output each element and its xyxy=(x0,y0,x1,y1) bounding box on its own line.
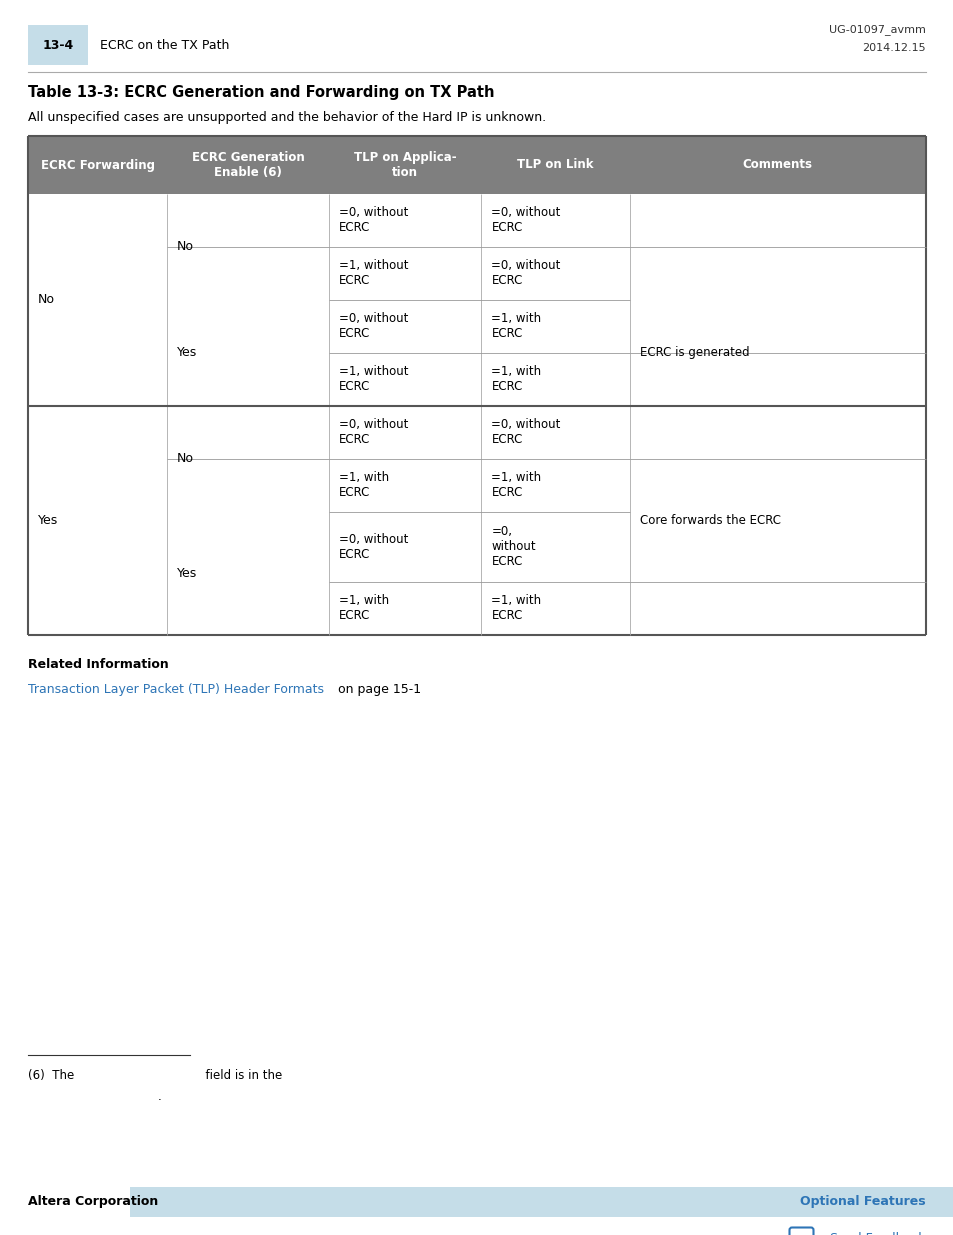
Text: TLP on Applica-
tion: TLP on Applica- tion xyxy=(354,151,456,179)
Text: =0, without
ECRC: =0, without ECRC xyxy=(491,419,560,447)
FancyBboxPatch shape xyxy=(481,136,629,194)
Text: Optional Features: Optional Features xyxy=(800,1195,925,1209)
Text: Altera Corporation: Altera Corporation xyxy=(28,1195,158,1209)
Text: No: No xyxy=(177,241,194,253)
Text: ECRC is generated: ECRC is generated xyxy=(639,347,748,359)
Text: =1, with
ECRC: =1, with ECRC xyxy=(491,472,541,499)
FancyBboxPatch shape xyxy=(789,1228,813,1235)
Text: .: . xyxy=(158,1091,162,1104)
Text: TLP on Link: TLP on Link xyxy=(517,158,593,172)
Text: Yes: Yes xyxy=(38,514,58,527)
Text: on page 15-1: on page 15-1 xyxy=(334,683,420,697)
Text: 13-4: 13-4 xyxy=(42,38,73,52)
Text: =1, with
ECRC: =1, with ECRC xyxy=(338,472,389,499)
Text: =1, with
ECRC: =1, with ECRC xyxy=(491,312,541,341)
Text: Comments: Comments xyxy=(742,158,812,172)
Text: ECRC Forwarding: ECRC Forwarding xyxy=(41,158,154,172)
Text: =0, without
ECRC: =0, without ECRC xyxy=(338,419,408,447)
Text: ECRC on the TX Path: ECRC on the TX Path xyxy=(100,38,229,52)
Text: Transaction Layer Packet (TLP) Header Formats: Transaction Layer Packet (TLP) Header Fo… xyxy=(28,683,324,697)
FancyBboxPatch shape xyxy=(28,194,925,635)
Text: =1, with
ECRC: =1, with ECRC xyxy=(338,594,389,622)
Text: =0, without
ECRC: =0, without ECRC xyxy=(491,259,560,288)
Text: =0, without
ECRC: =0, without ECRC xyxy=(338,312,408,341)
Text: No: No xyxy=(38,294,55,306)
Text: =0,
without
ECRC: =0, without ECRC xyxy=(491,526,536,568)
FancyBboxPatch shape xyxy=(629,136,925,194)
Text: (6)  The                                   field is in the: (6) The field is in the xyxy=(28,1068,282,1082)
FancyBboxPatch shape xyxy=(28,136,167,194)
Text: =1, without
ECRC: =1, without ECRC xyxy=(338,366,408,394)
FancyBboxPatch shape xyxy=(130,1187,953,1216)
Text: Core forwards the ECRC: Core forwards the ECRC xyxy=(639,514,780,527)
Text: Send Feedback: Send Feedback xyxy=(830,1233,925,1235)
Text: =1, without
ECRC: =1, without ECRC xyxy=(338,259,408,288)
Text: =1, with
ECRC: =1, with ECRC xyxy=(491,594,541,622)
FancyBboxPatch shape xyxy=(167,136,329,194)
Text: ECRC Generation
Enable (6): ECRC Generation Enable (6) xyxy=(192,151,304,179)
Text: Related Information: Related Information xyxy=(28,658,169,672)
Text: =1, with
ECRC: =1, with ECRC xyxy=(491,366,541,394)
Text: No: No xyxy=(177,452,194,466)
Text: Yes: Yes xyxy=(177,567,197,580)
Text: =0, without
ECRC: =0, without ECRC xyxy=(491,206,560,235)
Text: All unspecified cases are unsupported and the behavior of the Hard IP is unknown: All unspecified cases are unsupported an… xyxy=(28,111,545,125)
Text: =0, without
ECRC: =0, without ECRC xyxy=(338,206,408,235)
FancyBboxPatch shape xyxy=(329,136,481,194)
Text: UG-01097_avmm: UG-01097_avmm xyxy=(828,25,925,36)
Text: 2014.12.15: 2014.12.15 xyxy=(862,43,925,53)
FancyBboxPatch shape xyxy=(28,25,88,65)
Text: Table 13-3: ECRC Generation and Forwarding on TX Path: Table 13-3: ECRC Generation and Forwardi… xyxy=(28,85,494,100)
Text: =0, without
ECRC: =0, without ECRC xyxy=(338,534,408,561)
Text: Yes: Yes xyxy=(177,347,197,359)
